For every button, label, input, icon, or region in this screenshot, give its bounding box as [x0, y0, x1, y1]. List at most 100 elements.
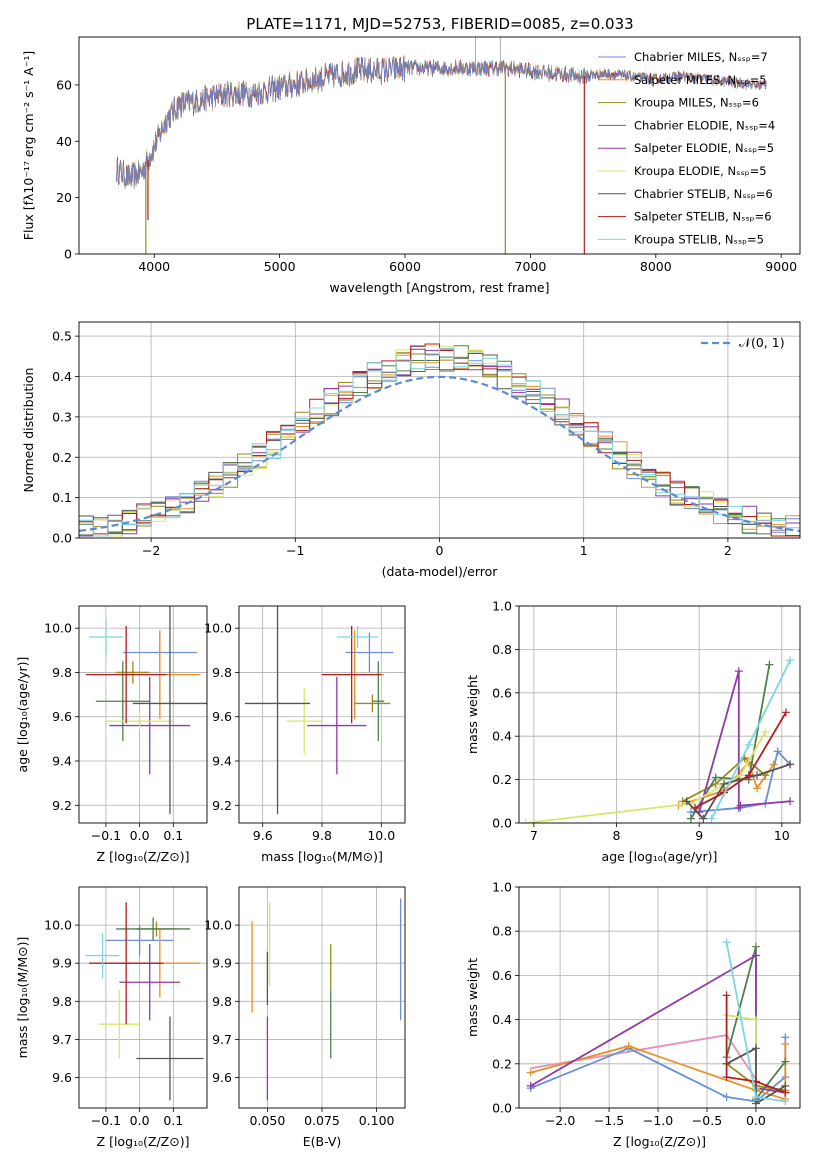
x-axis-label: age [log₁₀(age/yr)]	[602, 849, 718, 864]
y-tick-label: 60	[56, 77, 72, 92]
y-tick-label: 1.0	[492, 880, 512, 895]
axes-1: 4000 5000 6000 7000 8000 9000 0 20 40 60 wavelengt…	[21, 36, 801, 295]
y-tick-label: 9.6	[52, 709, 72, 724]
y-tick-label: 9.8	[212, 665, 232, 680]
plot-area	[85, 902, 204, 1101]
y-tick-label: 0.2	[492, 1056, 512, 1071]
axes-frame	[518, 886, 801, 1109]
x-tick-label: 8000	[640, 259, 672, 274]
legend-entry: Kroupa STELIB, Nₛₛₚ=5	[634, 232, 764, 246]
plot-area	[79, 343, 800, 537]
x-axis-label: Z [log₁₀(Z/Z⊙)]	[97, 1134, 190, 1149]
legend-entry: Chabrier ELODIE, Nₛₛₚ=4	[634, 118, 775, 132]
y-tick-label: 0.4	[52, 369, 72, 384]
y-tick-label: 40	[56, 134, 72, 149]
axes-2: −2 −1 0 1 2 0.0 0.1 0.2 0.3 0.4 0.5 (data-model)/er…	[21, 321, 801, 579]
y-tick-label: 0	[64, 247, 72, 262]
y-tick-label: 10.0	[204, 918, 232, 933]
histogram-series	[79, 343, 800, 537]
series-marker	[722, 1073, 731, 1082]
axes-frame	[78, 886, 208, 1109]
plot-area	[244, 606, 394, 815]
series-marker	[751, 951, 760, 960]
series-line	[710, 659, 791, 820]
y-tick-label: 0.3	[52, 409, 72, 424]
x-tick-label: 4000	[138, 259, 170, 274]
series-marker	[753, 771, 762, 780]
y-tick-label: 9.2	[52, 798, 72, 813]
series-marker	[786, 760, 795, 769]
y-axis-label: mass [log₁₀(M/M⊙)]	[15, 937, 30, 1059]
x-tick-label: 0.075	[304, 1113, 340, 1128]
axes-frame	[78, 321, 801, 539]
y-tick-label: 9.7	[212, 1032, 232, 1047]
x-tick-label: 2	[724, 543, 732, 558]
y-tick-label: 9.4	[212, 754, 232, 769]
axes-frame	[78, 36, 801, 255]
x-axis-label: Z [log₁₀(Z/Z⊙)]	[613, 1134, 706, 1149]
x-tick-label: 9.8	[312, 828, 332, 843]
series-marker	[781, 1088, 790, 1097]
x-tick-label: 0.100	[359, 1113, 395, 1128]
x-tick-label: −1	[286, 543, 304, 558]
x-axis-label: wavelength [Angstrom, rest frame]	[329, 280, 549, 295]
series-marker	[722, 991, 731, 1000]
y-tick-label: 10.0	[44, 918, 72, 933]
x-tick-label: 7	[530, 828, 538, 843]
y-tick-label: 9.9	[212, 956, 232, 971]
y-tick-label: 9.8	[52, 665, 72, 680]
axes-frame	[238, 605, 406, 824]
y-axis-label: Flux [fλ10⁻¹⁷ erg cm⁻² s⁻¹ A⁻¹]	[21, 51, 36, 240]
x-axis-label: mass [log₁₀(M/M⊙)]	[261, 849, 383, 864]
x-axis-label: (data-model)/error	[382, 564, 499, 579]
y-tick-label: 9.6	[212, 709, 232, 724]
y-tick-label: 9.8	[52, 994, 72, 1009]
x-tick-label: 0	[436, 543, 444, 558]
series-marker	[624, 1042, 633, 1051]
histogram-series	[79, 347, 800, 537]
spectrum-line	[116, 55, 767, 190]
y-tick-label: 9.8	[212, 994, 232, 1009]
series-marker	[769, 760, 778, 769]
series-marker	[699, 814, 708, 823]
y-tick-label: 9.2	[212, 798, 232, 813]
series-marker	[781, 1039, 790, 1048]
legend-entry: Salpeter MILES, Nₛₛₚ=5	[634, 73, 767, 87]
series-marker	[707, 814, 716, 823]
plot-area	[521, 656, 795, 823]
legend-entry: Kroupa MILES, Nₛₛₚ=6	[634, 96, 759, 110]
series-marker	[781, 1057, 790, 1066]
x-tick-label: 9	[695, 828, 703, 843]
figure-title: PLATE=1171, MJD=52753, FIBERID=0085, z=0…	[246, 15, 633, 33]
x-tick-label: 0.1	[163, 828, 183, 843]
series-marker	[765, 660, 774, 669]
series-marker	[686, 814, 695, 823]
series-line	[694, 711, 787, 809]
series-marker	[744, 771, 753, 780]
series-marker	[781, 1097, 790, 1106]
legend-entry: Chabrier STELIB, Nₛₛₚ=6	[634, 187, 773, 201]
x-tick-label: 7000	[515, 259, 547, 274]
x-tick-label: −0.5	[692, 1113, 722, 1128]
series-marker	[722, 1092, 731, 1101]
series-marker	[736, 801, 745, 810]
axes-5: 7 8 9 10 0.0 0.2 0.4 0.6 0.8 1.0 age [log₁₀(age/yr…	[465, 599, 801, 864]
axes-frame	[518, 605, 801, 824]
x-tick-label: 0.0	[130, 828, 150, 843]
plot-area	[116, 37, 767, 254]
series-marker	[751, 942, 760, 951]
axes-3: −0.1 0.0 0.1 9.2 9.4 9.6 9.8 10.0 Z [log₁₀(Z/Z⊙)…	[15, 605, 208, 864]
x-tick-label: 0.1	[163, 1113, 183, 1128]
y-tick-label: 0.8	[492, 924, 512, 939]
y-tick-label: 0.2	[492, 772, 512, 787]
series-marker	[526, 1081, 535, 1090]
x-tick-label: −0.1	[91, 1113, 121, 1128]
series-marker	[744, 740, 753, 749]
y-tick-label: 0.0	[52, 531, 72, 546]
plot-area	[85, 606, 207, 815]
y-tick-label: 10.0	[44, 621, 72, 636]
series-marker	[691, 803, 700, 812]
series-line	[726, 1046, 786, 1106]
series-marker	[711, 773, 720, 782]
x-tick-label: 10	[774, 828, 790, 843]
